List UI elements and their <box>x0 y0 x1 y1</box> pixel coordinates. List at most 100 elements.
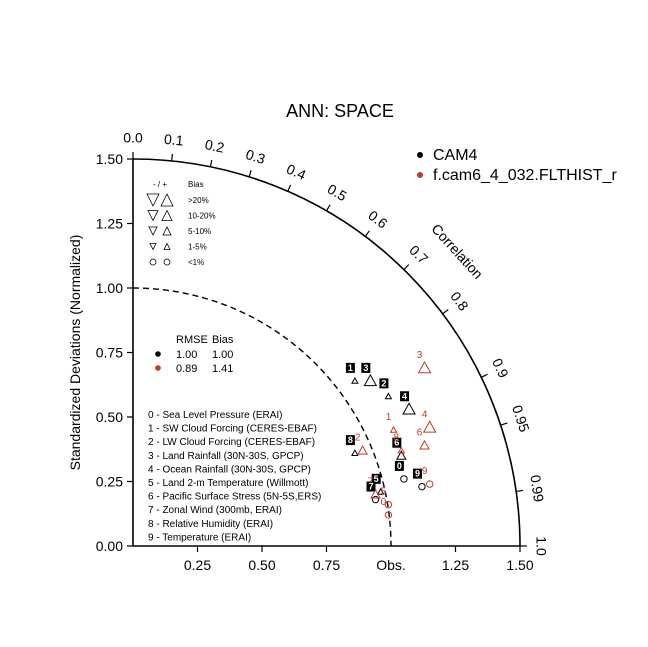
correlation-tick <box>248 169 252 178</box>
correlation-tick <box>500 422 508 426</box>
cam4-point-label: 4 <box>402 391 407 401</box>
cam6-point-label: 9 <box>422 466 428 477</box>
correlation-tick-label: 0.8 <box>447 288 472 313</box>
bias-legend-marker-pos <box>161 209 173 221</box>
correlation-tick <box>209 159 213 167</box>
cam4-point-label-bg <box>361 362 371 373</box>
cam6-point-marker <box>397 446 406 454</box>
variable-label: 4 - Ocean Rainfall (30N-30S, GPCP) <box>148 464 311 475</box>
correlation-tick-label: 0.4 <box>284 161 308 184</box>
cam4-point-marker <box>371 495 380 504</box>
reference-arc <box>132 287 392 547</box>
cam4-point-marker <box>402 402 416 415</box>
cam4-point-label: 5 <box>374 474 379 484</box>
bias-legend-marker-pos <box>160 193 174 207</box>
bias-legend-marker-neg <box>148 226 158 236</box>
cam4-point-label-bg <box>392 437 402 448</box>
correlation-tick-label: 0.6 <box>365 207 390 232</box>
bias-legend-marker-neg <box>146 193 160 207</box>
bias-legend-sign-header: - / + <box>153 180 167 189</box>
cam4-point-label-bg <box>412 468 422 479</box>
rmse-table-header-rmse: RMSE <box>176 334 208 346</box>
y-tick-label: 0.25 <box>96 474 123 490</box>
cam4-point-marker <box>363 373 378 387</box>
cam6-point-label: 1 <box>386 412 392 423</box>
bias-legend-title: Bias <box>188 180 204 189</box>
rmse-table-bias: 1.00 <box>212 349 233 361</box>
correlation-tick <box>442 309 449 315</box>
cam4-point-marker <box>384 392 393 400</box>
rmse-table-dot <box>155 365 161 371</box>
x-tick-label: 1.50 <box>506 557 533 573</box>
correlation-tick <box>325 204 331 212</box>
correlation-tick <box>287 184 292 192</box>
correlation-tick-label: 0.0 <box>123 130 143 146</box>
correlation-axis-title: Correlation <box>428 220 486 281</box>
chart-title: ANN: SPACE <box>286 101 394 121</box>
cam6-point-marker <box>389 425 398 433</box>
cam4-point-label-bg <box>366 481 376 492</box>
rmse-table-bias: 1.41 <box>212 363 233 375</box>
variable-label: 3 - Land Rainfall (30N-30S, GPCP) <box>148 451 304 462</box>
cam6-point-label: 6 <box>417 427 423 438</box>
correlation-tick <box>364 230 370 237</box>
cam4-point-label-bg <box>345 435 355 446</box>
bias-legend-marker-pos <box>163 242 171 250</box>
model-legend-dot <box>417 172 423 178</box>
cam6-point-marker <box>426 480 434 488</box>
cam6-point-label: 5 <box>381 487 387 498</box>
variable-label: 0 - Sea Level Pressure (ERAI) <box>148 410 283 421</box>
cam6-point-marker <box>384 511 393 519</box>
model-legend-dot <box>417 152 423 158</box>
cam4-point-label: 2 <box>381 378 386 388</box>
y-axis-title: Standardized Deviations (Normalized) <box>67 235 83 471</box>
correlation-arc <box>132 158 521 547</box>
correlation-tick <box>516 489 524 493</box>
cam4-point-label: 1 <box>348 363 353 373</box>
correlation-tick-label: 0.2 <box>204 136 226 156</box>
cam4-point-label: 9 <box>415 469 420 479</box>
rmse-table-rmse: 1.00 <box>176 349 197 361</box>
cam6-point-marker <box>357 445 368 455</box>
cam6-point-marker <box>422 420 437 433</box>
cam6-point-label: 7 <box>368 476 374 487</box>
y-tick-label: 1.00 <box>96 280 123 296</box>
bias-legend-label: <1% <box>188 258 204 267</box>
cam4-point-label-bg <box>394 460 404 471</box>
cam6-point-label: 2 <box>355 433 361 444</box>
cam4-point-label-bg <box>379 378 389 389</box>
cam6-point-label: 3 <box>417 350 423 361</box>
cam4-point-label: 6 <box>394 438 399 448</box>
rmse-table-dot <box>155 351 161 357</box>
cam6-point-marker <box>370 488 381 499</box>
correlation-tick-label: 1.0 <box>533 536 549 556</box>
bias-legend-marker-neg <box>149 243 157 251</box>
cam4-point-label: 0 <box>397 461 402 471</box>
cam4-point-marker <box>418 482 426 491</box>
bias-legend-marker-pos <box>163 258 171 266</box>
bias-legend-label: 5-10% <box>188 227 211 236</box>
correlation-tick-label: 0.7 <box>406 242 431 267</box>
y-tick-label: 0.00 <box>96 538 123 554</box>
cam4-point-label-bg <box>371 473 381 484</box>
correlation-tick <box>171 153 173 161</box>
cam4-point-marker <box>351 376 359 384</box>
cam4-point-marker <box>351 449 359 457</box>
correlation-tick-label: 0.5 <box>325 181 350 205</box>
chart-body: 0.000.250.500.751.001.251.500.25 0.50 0.75… <box>67 130 617 573</box>
y-tick-label: 0.75 <box>96 345 123 361</box>
cam6-point-marker <box>417 360 432 374</box>
y-tick-label: 1.25 <box>96 216 123 232</box>
variable-label: 2 - LW Cloud Forcing (CERES-EBAF) <box>148 437 315 448</box>
correlation-tick-label: 0.1 <box>163 131 184 149</box>
correlation-tick-label: 0.99 <box>527 474 547 503</box>
cam4-point-label: 8 <box>348 435 353 445</box>
cam4-point-label: 7 <box>369 482 374 492</box>
variable-label: 9 - Temperature (ERAI) <box>148 532 251 543</box>
bias-legend-marker-neg <box>149 258 157 266</box>
cam6-point-label: 0 <box>381 497 387 508</box>
bias-legend-marker-pos <box>162 226 172 236</box>
variable-label: 7 - Zonal Wind (300mb, ERAI) <box>148 505 282 516</box>
y-tick-label: 0.50 <box>96 409 123 425</box>
